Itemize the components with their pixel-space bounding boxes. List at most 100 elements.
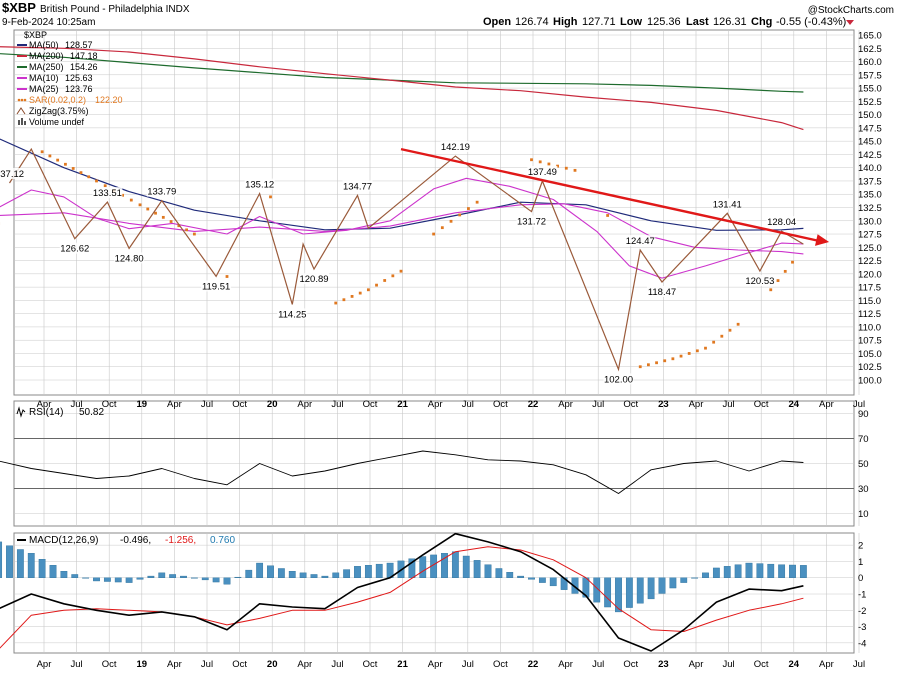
macd-histogram-bar <box>778 564 786 578</box>
legend-item-ma250: MA(250) 154.26 <box>17 62 98 72</box>
x-tick-label: 19 <box>137 659 148 670</box>
svg-text:50.82: 50.82 <box>79 407 104 418</box>
macd-histogram-bar <box>506 572 514 578</box>
svg-text:122.20: 122.20 <box>95 95 123 105</box>
last-label: Last <box>686 16 709 28</box>
svg-text:-0.496,: -0.496, <box>120 535 151 546</box>
macd-histogram-bar <box>712 567 720 578</box>
sar-dot <box>154 211 157 215</box>
macd-histogram-bar <box>125 577 133 583</box>
macd-histogram-bar <box>702 572 709 578</box>
macd-histogram-bar <box>38 559 46 578</box>
x-tick-label: Apr <box>689 659 704 670</box>
plot-layer: 137.12 126.62 133.51 124.80 133.79 119.51 135.… <box>0 46 830 652</box>
zigzag-label: 126.62 <box>60 244 89 255</box>
zigzag-line <box>8 147 804 372</box>
svg-text:MA(200): MA(200) <box>29 51 64 61</box>
x-tick-label: Jul <box>331 399 343 410</box>
zigzag-label-bg <box>0 167 25 179</box>
price-tick-label: 122.5 <box>858 256 882 267</box>
price-tick-label: 147.5 <box>858 123 882 134</box>
macd-line <box>0 532 804 652</box>
high-label: High <box>553 16 578 28</box>
x-tick-label: Apr <box>558 399 573 410</box>
sar-dot <box>791 260 794 264</box>
x-tick-label: 23 <box>658 399 669 410</box>
macd-histogram-bar <box>212 577 220 583</box>
sar-dot <box>655 361 658 365</box>
chg-value: -0.55 (-0.43%) <box>776 16 846 28</box>
sar-dot <box>56 158 60 162</box>
macd-histogram-bar <box>636 577 644 604</box>
sar-dot <box>103 184 107 188</box>
sar-dot <box>687 352 691 355</box>
svg-text:Volume undef: Volume undef <box>29 117 85 127</box>
sar-dot <box>269 195 272 199</box>
price-tick-label: 112.5 <box>858 309 881 320</box>
zigzag-label: 133.79 <box>147 187 176 198</box>
macd-histogram-bar <box>27 553 35 578</box>
sar-dot <box>647 363 650 367</box>
sar-dot <box>383 279 387 282</box>
sar-dot <box>391 274 395 278</box>
rsi-legend: RSI(14) 50.82 <box>16 406 104 418</box>
legend-item-ma50: MA(50) 128.57 <box>17 40 93 50</box>
macd-histogram-bar <box>451 551 459 578</box>
sar-dot <box>121 193 124 197</box>
x-tick-label: Oct <box>232 399 247 410</box>
sar-dot <box>556 164 559 168</box>
svg-text:MA(50): MA(50) <box>29 40 59 50</box>
price-tick-label: 125.0 <box>858 243 882 254</box>
price-tick-label: 140.0 <box>858 163 882 174</box>
x-tick-label: Jul <box>201 399 213 410</box>
legend-item-ma25: MA(25) 123.76 <box>17 84 93 94</box>
sar-dot <box>573 168 577 172</box>
zigzag-label: 142.19 <box>441 142 470 153</box>
low-label: Low <box>620 16 642 28</box>
macd-histogram-bar <box>93 577 100 582</box>
x-tick-label: Jul <box>201 659 213 670</box>
x-tick-label: Oct <box>623 399 638 410</box>
zigzag-label-bg <box>440 141 471 153</box>
instrument-name: British Pound - Philadelphia INDX <box>40 4 190 15</box>
x-tick-label: Jul <box>331 659 343 670</box>
macd-tick-label: -4 <box>858 638 866 649</box>
x-tick-label: 20 <box>267 399 278 410</box>
sar-dot <box>728 328 732 332</box>
x-tick-label: Oct <box>754 399 769 410</box>
sar-dot <box>449 219 453 223</box>
price-tick-label: 150.0 <box>858 110 882 121</box>
price-legend: $XBP MA(50) 128.57 MA(200) 147.18 MA(250) 1… <box>16 30 123 127</box>
x-tick-label: Jul <box>723 399 735 410</box>
macd-histogram-bar <box>332 572 340 578</box>
macd-histogram-bar <box>223 577 231 585</box>
x-tick-label: Apr <box>428 659 443 670</box>
trendline <box>400 147 818 242</box>
macd-histogram-bar <box>114 577 122 583</box>
sar-dot <box>440 226 444 230</box>
price-tick-label: 137.5 <box>858 176 882 187</box>
legend-item-sar: SAR(0.02,0.2) 122.20 <box>17 95 123 105</box>
x-tick-label: 22 <box>528 399 539 410</box>
price-tick-label: 100.0 <box>858 376 882 387</box>
macd-histogram-bar <box>288 571 296 578</box>
sar-dot <box>783 269 787 273</box>
x-tick-label: Oct <box>363 399 378 410</box>
zigzag-label-bg <box>146 185 177 197</box>
x-tick-label: Apr <box>37 399 52 410</box>
zigzag-label: 131.72 <box>517 217 546 228</box>
x-tick-label: Apr <box>558 659 573 670</box>
sar-dot <box>350 295 354 298</box>
zigzag-label-bg <box>342 180 373 192</box>
sar-dot <box>475 200 479 204</box>
price-tick-label: 105.0 <box>858 349 882 360</box>
x-tick-label: Jul <box>853 659 865 670</box>
x-tick-label: Apr <box>428 399 443 410</box>
svg-text:MA(10): MA(10) <box>29 73 59 83</box>
zigzag-label-bg <box>766 216 797 228</box>
macd-panel <box>13 532 855 654</box>
sar-dot <box>679 354 683 358</box>
zigzag-label: 124.80 <box>115 253 144 264</box>
sar-dot <box>79 171 83 175</box>
macd-histogram-bar <box>169 574 177 578</box>
